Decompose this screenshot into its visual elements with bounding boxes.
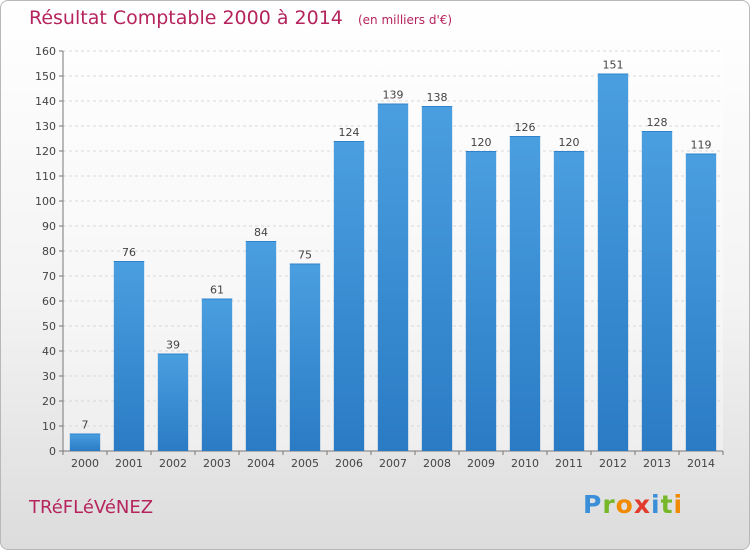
- data-label: 120: [559, 136, 580, 149]
- data-label: 151: [603, 59, 624, 72]
- data-label: 75: [298, 249, 312, 262]
- data-label: 139: [383, 89, 404, 102]
- y-tick-label: 70: [42, 270, 56, 283]
- x-tick-label: 2011: [555, 457, 583, 470]
- title-main: Résultat Comptable 2000 à 2014: [29, 7, 343, 29]
- x-tick-label: 2000: [71, 457, 99, 470]
- data-label: 84: [254, 226, 268, 239]
- bar: [509, 136, 541, 451]
- data-label: 124: [339, 126, 360, 139]
- bar: [157, 353, 189, 451]
- x-tick-label: 2003: [203, 457, 231, 470]
- y-tick-label: 20: [42, 395, 56, 408]
- bar: [377, 103, 409, 451]
- logo-letter: P: [583, 490, 603, 519]
- data-label: 119: [691, 139, 712, 152]
- x-tick-label: 2005: [291, 457, 319, 470]
- data-label: 128: [647, 116, 668, 129]
- data-label: 76: [122, 246, 136, 259]
- y-tick-label: 30: [42, 370, 56, 383]
- proxiti-logo: Proxiti: [583, 490, 683, 519]
- y-tick-label: 120: [35, 145, 56, 158]
- data-label: 120: [471, 136, 492, 149]
- logo-letter: r: [602, 490, 616, 519]
- y-tick-label: 0: [49, 445, 56, 458]
- x-tick-label: 2002: [159, 457, 187, 470]
- x-tick-label: 2010: [511, 457, 539, 470]
- commune-name: TRéFLéVéNEZ: [29, 497, 154, 518]
- y-tick-label: 110: [35, 170, 56, 183]
- y-tick-label: 150: [35, 70, 56, 83]
- logo-letter: i: [651, 490, 661, 519]
- data-label: 138: [427, 91, 448, 104]
- logo-letter: i: [673, 490, 684, 519]
- logo-letter: o: [615, 490, 634, 519]
- bar: [245, 241, 277, 451]
- bar: [201, 298, 233, 451]
- data-label: 126: [515, 121, 536, 134]
- y-tick-label: 130: [35, 120, 56, 133]
- x-tick-label: 2004: [247, 457, 275, 470]
- y-tick-label: 60: [42, 295, 56, 308]
- x-tick-label: 2006: [335, 457, 363, 470]
- y-tick-label: 40: [42, 345, 56, 358]
- bar: [113, 261, 145, 451]
- title-unit: (en milliers d'€): [357, 13, 453, 27]
- bar: [553, 151, 585, 451]
- x-tick-label: 2001: [115, 457, 143, 470]
- chart-title: Résultat Comptable 2000 à 2014 (en milli…: [29, 7, 452, 29]
- y-tick-label: 160: [35, 45, 56, 58]
- y-tick-label: 10: [42, 420, 56, 433]
- data-label: 61: [210, 284, 224, 297]
- y-tick-label: 90: [42, 220, 56, 233]
- data-label: 7: [82, 419, 89, 432]
- logo-letter: x: [633, 490, 651, 519]
- x-tick-label: 2013: [643, 457, 671, 470]
- logo-letter: t: [660, 490, 674, 519]
- bar: [597, 73, 629, 451]
- bar: [685, 153, 717, 451]
- y-tick-label: 100: [35, 195, 56, 208]
- data-label: 39: [166, 339, 180, 352]
- y-tick-label: 140: [35, 95, 56, 108]
- bar: [289, 263, 321, 451]
- x-tick-label: 2014: [687, 457, 715, 470]
- x-tick-label: 2007: [379, 457, 407, 470]
- x-tick-label: 2009: [467, 457, 495, 470]
- bar: [421, 106, 453, 451]
- bar: [333, 141, 365, 451]
- bar: [641, 131, 673, 451]
- y-tick-label: 50: [42, 320, 56, 333]
- x-tick-label: 2008: [423, 457, 451, 470]
- bar: [465, 151, 497, 451]
- y-tick-label: 80: [42, 245, 56, 258]
- x-tick-label: 2012: [599, 457, 627, 470]
- bar: [69, 433, 101, 451]
